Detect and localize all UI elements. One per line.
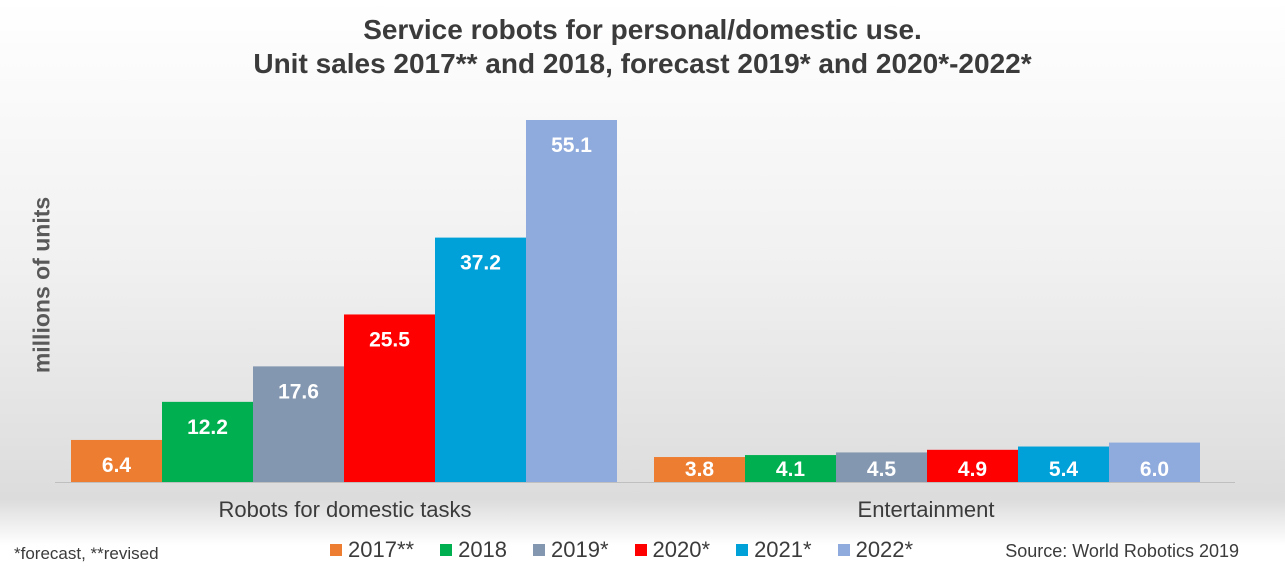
bar-1-3 (927, 449, 1018, 482)
legend-item-3: 2020* (634, 537, 711, 563)
data-label-1-0: 3.8 (685, 458, 715, 481)
legend-item-1: 2018 (440, 537, 507, 563)
bar-0-5 (526, 120, 617, 482)
legend-item-5: 2022* (837, 537, 914, 563)
data-label-1-4: 5.4 (1049, 458, 1079, 481)
bar-1-1 (745, 455, 836, 482)
legend-swatch (634, 544, 647, 556)
data-label-1-1: 4.1 (776, 458, 806, 481)
source-note: Source: World Robotics 2019 (1005, 541, 1239, 561)
legend-label: 2021* (754, 537, 812, 562)
data-label-1-3: 4.9 (958, 458, 987, 481)
category-label-entertainment: Entertainment (857, 497, 995, 522)
data-label-0-1: 12.2 (187, 416, 228, 439)
legend-swatch (440, 544, 453, 556)
legend-item-2: 2019* (533, 537, 609, 563)
category-label-domestic-tasks: Robots for domestic tasks (218, 497, 472, 522)
legend-item-0: 2017** (330, 537, 414, 563)
legend-label: 2018 (458, 537, 508, 562)
data-label-1-2: 4.5 (867, 458, 897, 481)
legend-swatch (533, 544, 546, 556)
legend-label: 2022* (855, 537, 914, 562)
bar-0-1 (162, 401, 253, 482)
bar-1-2 (836, 452, 927, 482)
footnote: *forecast, **revised (14, 544, 159, 563)
data-label-0-3: 25.5 (369, 328, 410, 351)
bar-1-4 (1018, 446, 1109, 482)
data-label-0-4: 37.2 (460, 252, 501, 275)
bar-0-0 (71, 439, 162, 482)
data-label-0-5: 55.1 (551, 134, 592, 157)
bar-1-0 (654, 457, 745, 482)
bar-1-5 (1109, 442, 1200, 482)
legend-item-4: 2021* (736, 537, 812, 563)
bar-0-4 (435, 237, 526, 482)
legend-label: 2020* (652, 537, 711, 562)
legend-swatch (330, 544, 342, 556)
chart-title: Service robots for personal/domestic use… (363, 14, 922, 45)
legend-swatch (736, 544, 749, 556)
legend-label: 2017** (348, 537, 415, 562)
data-label-0-0: 6.4 (102, 454, 132, 477)
data-label-1-5: 6.0 (1140, 458, 1169, 481)
chart-subtitle: Unit sales 2017** and 2018, forecast 201… (253, 48, 1032, 79)
legend-label: 2019* (551, 537, 609, 562)
legend: 2017** 2018 2019* 2020* 2021* 2022* (330, 537, 939, 563)
data-label-0-2: 17.6 (278, 380, 319, 403)
bar-0-3 (344, 314, 435, 482)
bar-0-2 (253, 366, 344, 482)
legend-swatch (837, 544, 850, 556)
